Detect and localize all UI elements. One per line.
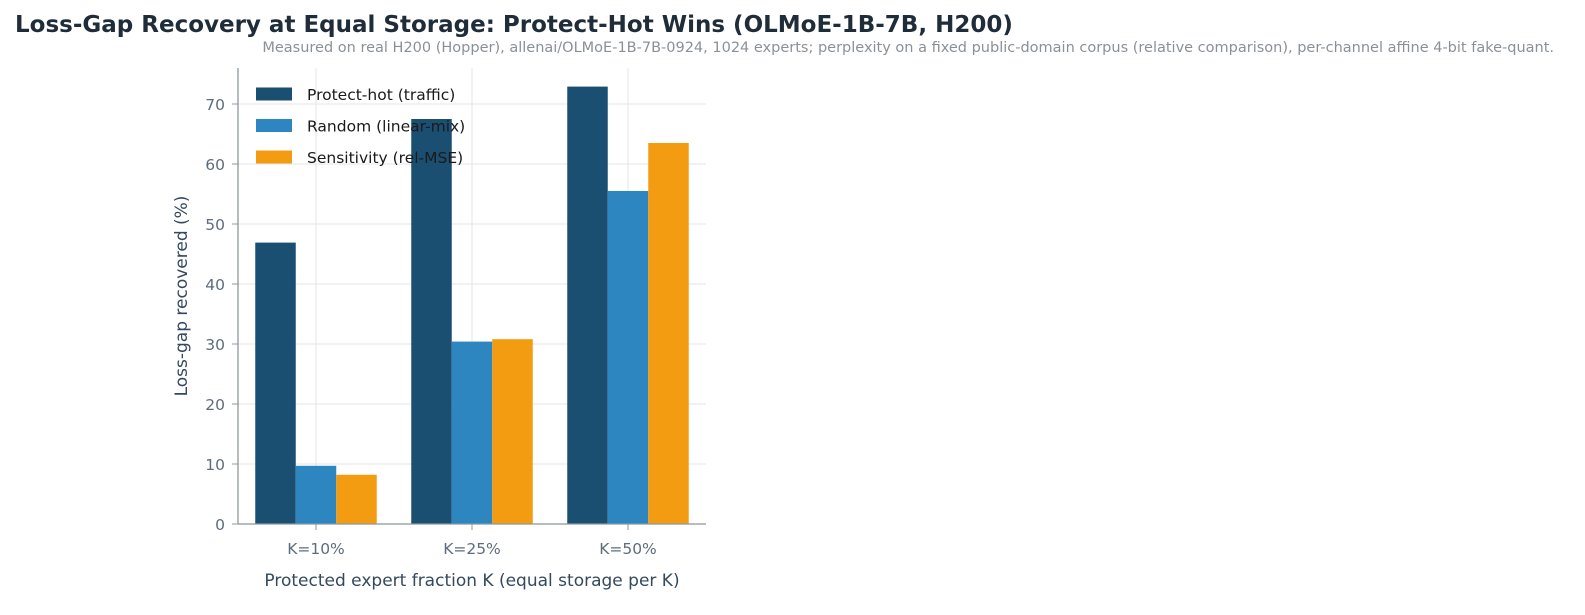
legend-swatch <box>256 150 292 164</box>
legend: Protect-hot (traffic) Random (linear-mix)… <box>256 86 465 167</box>
legend-label: Random (linear-mix) <box>307 118 465 136</box>
y-tick-label: 30 <box>205 336 225 354</box>
y-tick-label: 70 <box>205 96 225 114</box>
legend-swatch <box>256 87 292 101</box>
y-tick-label: 60 <box>205 156 225 174</box>
bar <box>411 119 452 524</box>
y-tick-label: 10 <box>205 456 225 474</box>
legend-label: Protect-hot (traffic) <box>307 86 455 104</box>
bars <box>255 86 689 524</box>
y-tick-label: 50 <box>205 216 225 234</box>
bar <box>255 242 296 524</box>
bar <box>451 341 493 524</box>
bar <box>492 339 533 524</box>
y-tick-label: 0 <box>215 516 225 534</box>
x-tick-label: K=10% <box>287 540 345 558</box>
y-axis-label: Loss-gap recovered (%) <box>172 196 192 397</box>
x-tick-label: K=50% <box>599 540 657 558</box>
x-tick-label: K=25% <box>443 540 501 558</box>
legend-label: Sensitivity (rel-MSE) <box>307 149 463 167</box>
bar <box>567 86 608 524</box>
y-tick-label: 40 <box>205 276 225 294</box>
x-axis-label: Protected expert fraction K (equal stora… <box>264 571 679 591</box>
bar <box>336 474 377 524</box>
axes: 0 10 20 30 40 50 60 70 K=10% K=25% K=50% <box>205 68 706 558</box>
legend-swatch <box>256 119 292 132</box>
chart-title: Loss-Gap Recovery at Equal Storage: Prot… <box>15 12 1013 38</box>
chart-subtitle: Measured on real H200 (Hopper), allenai/… <box>262 40 1554 56</box>
y-tick-label: 20 <box>205 396 225 414</box>
bar <box>648 143 689 524</box>
bar <box>295 465 337 524</box>
bar <box>607 191 649 524</box>
